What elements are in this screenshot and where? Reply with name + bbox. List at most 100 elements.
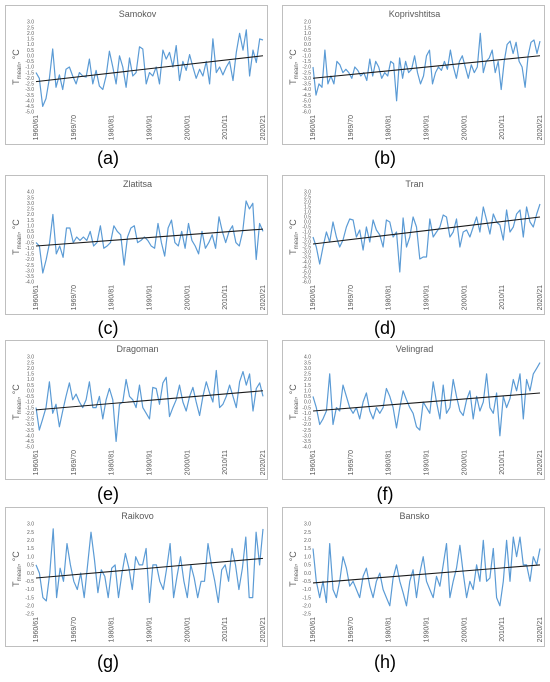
y-tick-label: -5.0 — [25, 445, 34, 451]
panel-label: (a) — [97, 148, 119, 168]
y-tick-label: -6.0 — [302, 110, 311, 116]
chart-svg: Zlatitsa4.03.53.02.52.01.51.00.50.0-0.5-… — [11, 179, 267, 310]
y-tick-label: -4.0 — [25, 433, 34, 439]
y-tick-label: 2.0 — [27, 538, 34, 544]
x-tick-label: 2020/21 — [537, 285, 544, 310]
x-tick-label: 1960/61 — [33, 285, 40, 310]
chart-panel-2: Koprivshtitsa 2.0 1.5 1.0 0.5 0.0 -0.5 -1.0 -1.5… — [282, 5, 545, 145]
y-tick-label: -3.0 — [25, 268, 34, 274]
x-tick-label: 2020/21 — [260, 617, 267, 642]
chart-svg: Koprivshtitsa 2.01.51.00.50.0-0.5-1.0-1.5… — [288, 9, 544, 140]
y-tick-label: 3.0 — [304, 522, 311, 528]
y-tick-label: -0.5 — [302, 405, 311, 411]
x-tick-label: 2000/01 — [461, 617, 468, 642]
y-tick-label: 0.5 — [27, 383, 34, 389]
panel-label: (d) — [374, 318, 396, 338]
chart-title: Bansko — [399, 511, 429, 521]
y-tick-label: -5.5 — [302, 275, 311, 281]
series-line — [312, 536, 541, 607]
y-tick-label: 3.0 — [304, 190, 311, 196]
y-tick-label: 0.0 — [304, 220, 311, 226]
y-tick-label: -1.5 — [302, 59, 311, 65]
y-tick-label: -0.5 — [302, 48, 311, 54]
y-tick-label: 0.0 — [304, 571, 311, 577]
y-tick-label: 3.0 — [304, 366, 311, 372]
chart-panel-3: Zlatitsa 4.0 3.5 3.0 2.5 2.0 1.5 1.0 0.5 0.0 -0.5-… — [5, 175, 268, 315]
y-tick-label: 1.5 — [27, 37, 34, 43]
y-tick-label: 1.0 — [27, 223, 34, 229]
y-tick-label: 2.5 — [27, 530, 34, 536]
y-tick-label: 2.0 — [27, 366, 34, 372]
series-line — [35, 528, 264, 604]
y-tick-label: -3.5 — [25, 428, 34, 434]
y-tick-label: 1.5 — [27, 546, 34, 552]
y-tick-label: -2.5 — [25, 263, 34, 269]
y-tick-label: 2.5 — [304, 195, 311, 201]
chart-svg: Raikovo 3.0 2.5 2.0 1.5 1.0 0.5 0.0 -0.5 -1.0 -1.5… — [11, 511, 267, 642]
panel-label: (f) — [376, 484, 394, 504]
chart-title: Raikovo — [121, 511, 154, 521]
y-tick-label: 2.5 — [27, 360, 34, 366]
y-tick-label: -3.5 — [302, 439, 311, 445]
y-tick-label: -3.0 — [302, 250, 311, 256]
y-tick-label: 0.0 — [27, 53, 34, 59]
y-axis-label: Tmean, °C — [288, 219, 300, 255]
x-tick-label: 2020/21 — [537, 115, 544, 140]
y-tick-label: -0.5 — [25, 240, 34, 246]
y-tick-label: -2.0 — [302, 65, 311, 71]
panel-label: (h) — [374, 652, 396, 672]
y-tick-label: -1.0 — [302, 411, 311, 417]
y-tick-label: 0.5 — [27, 563, 34, 569]
y-axis-label: Tmean, °C — [288, 384, 300, 420]
x-tick-label: 2010/11 — [499, 617, 506, 642]
y-tick-label: 1.0 — [304, 388, 311, 394]
chart-svg: Velingrad 4.03.53.02.52.01.51.00.50.0-0.5… — [288, 344, 544, 475]
y-tick-label: -3.0 — [25, 87, 34, 93]
y-tick-label: -2.0 — [25, 411, 34, 417]
y-tick-label: 1.5 — [304, 383, 311, 389]
y-tick-label: 1.5 — [304, 25, 311, 31]
y-tick-label: 0.0 — [304, 42, 311, 48]
x-tick-label: 2000/01 — [461, 450, 468, 475]
y-tick-label: 0.0 — [27, 571, 34, 577]
x-tick-label: 1990/91 — [424, 285, 431, 310]
x-tick-label: 1960/61 — [310, 285, 317, 310]
series-line — [312, 362, 541, 437]
chart-svg: Dragoman 3.02.52.01.51.00.50.0-0.5-1.0-1.… — [11, 344, 267, 475]
chart-panel-4: Tran 3.0 2.5 2.0 1.5 1.0 0.5 0.0 -0.5 -1.0 -1.5 -2.… — [282, 175, 545, 315]
y-tick-label: 1.0 — [27, 42, 34, 48]
y-tick-label: 2.5 — [27, 207, 34, 213]
chart-title: Tran — [405, 179, 423, 189]
y-tick-label: 1.0 — [304, 554, 311, 560]
trend-line — [312, 55, 541, 79]
y-tick-label: -1.5 — [25, 252, 34, 258]
y-tick-label: -1.5 — [302, 235, 311, 241]
y-axis-label: Tmean, °C — [11, 551, 23, 587]
y-axis-label: Tmean, °C — [288, 551, 300, 587]
y-tick-label: -5.5 — [302, 104, 311, 110]
y-tick-label: -0.5 — [25, 579, 34, 585]
y-tick-label: -1.5 — [302, 417, 311, 423]
y-tick-label: -2.0 — [302, 240, 311, 246]
y-tick-label: -2.0 — [302, 604, 311, 610]
y-tick-label: -2.5 — [25, 82, 34, 88]
y-tick-label: 3.0 — [27, 522, 34, 528]
y-tick-label: 0.5 — [27, 48, 34, 54]
x-tick-label: 1990/91 — [147, 617, 154, 642]
y-tick-label: 1.0 — [27, 377, 34, 383]
y-tick-label: -4.5 — [25, 439, 34, 445]
x-tick-label: 1980/81 — [386, 115, 393, 140]
y-tick-label: 1.5 — [304, 205, 311, 211]
y-tick-label: 2.0 — [304, 377, 311, 383]
x-tick-label: 1960/61 — [33, 450, 40, 475]
x-tick-label: 1990/91 — [147, 285, 154, 310]
x-tick-label: 1980/81 — [386, 450, 393, 475]
y-tick-label: -0.5 — [25, 394, 34, 400]
y-tick-label: -4.0 — [302, 445, 311, 451]
y-tick-label: 2.0 — [27, 31, 34, 37]
y-tick-label: -1.0 — [302, 53, 311, 59]
y-tick-label: 0.5 — [27, 229, 34, 235]
chart-title: Velingrad — [396, 344, 434, 354]
x-tick-label: 1969/70 — [71, 450, 78, 475]
x-tick-label: 1969/70 — [71, 115, 78, 140]
